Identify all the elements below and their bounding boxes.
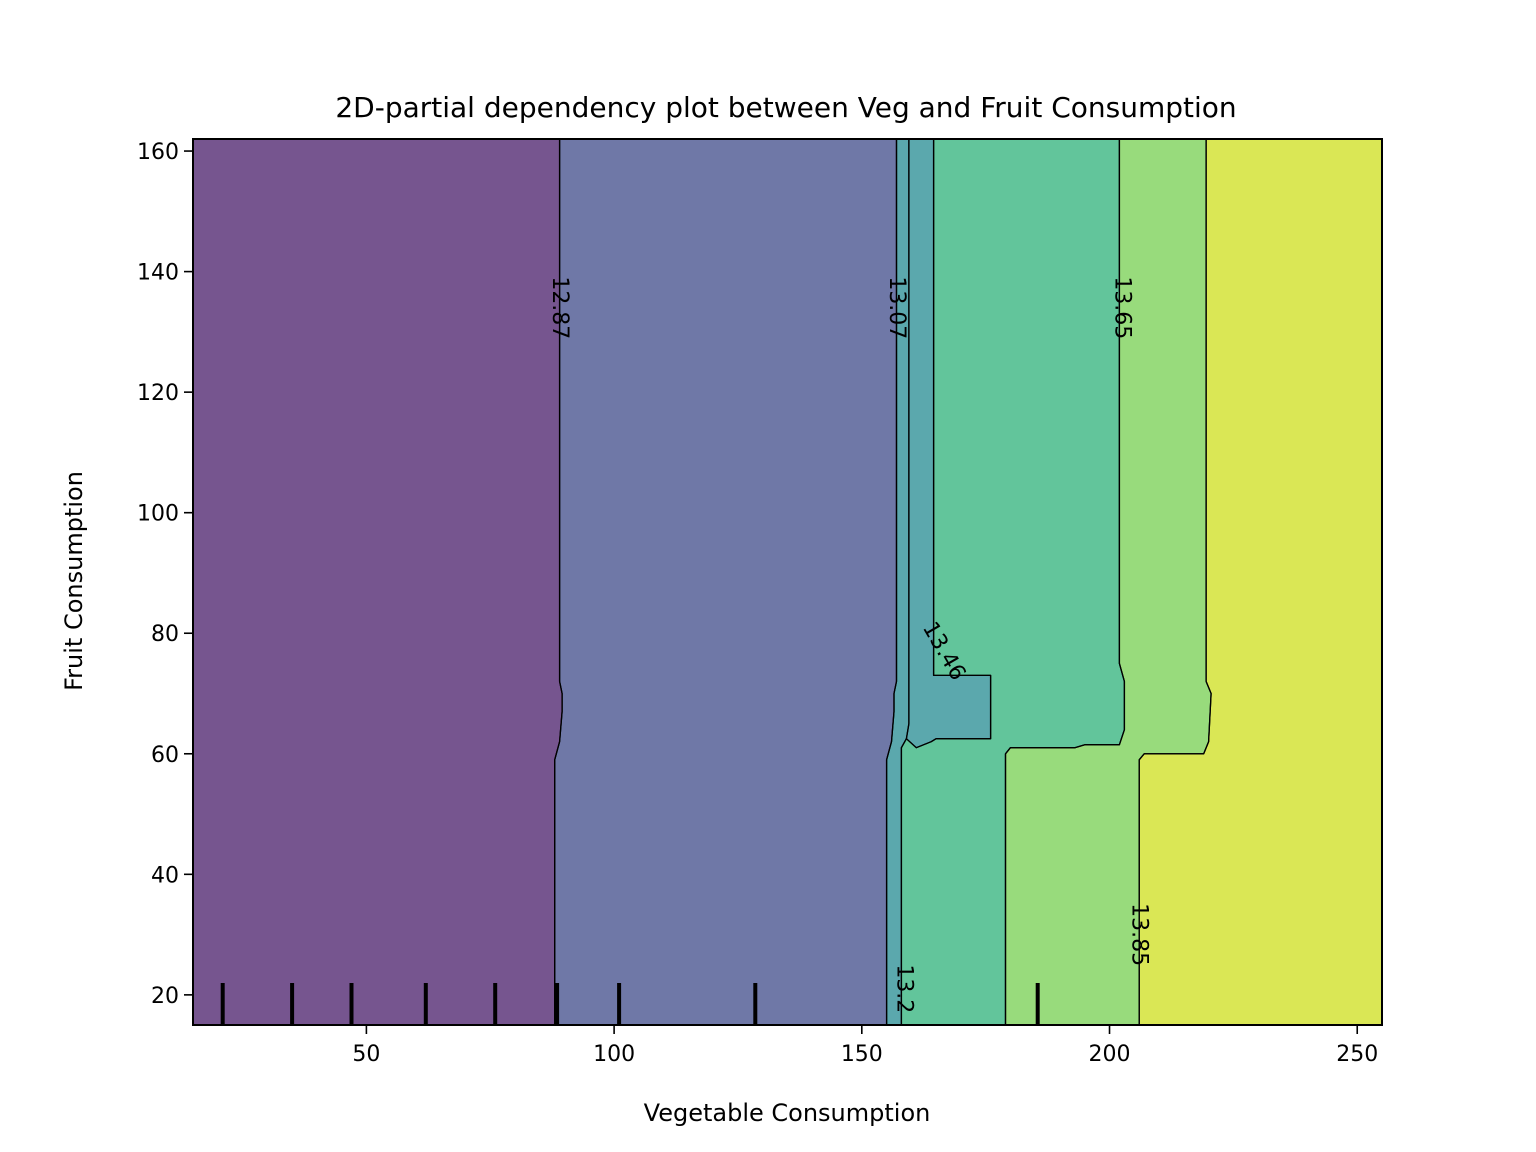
chart-title: 2D-partial dependency plot between Veg a… — [335, 91, 1236, 124]
contour-label-4: 13.2 — [891, 964, 916, 1013]
contour-label-5: 13.85 — [1127, 903, 1152, 966]
y-tick-label-140: 140 — [137, 261, 179, 286]
contour-region-0 — [192, 138, 563, 1026]
x-tick-label-200: 200 — [1089, 1042, 1131, 1067]
rug-ticks — [220, 983, 1040, 1025]
y-tick-label-80: 80 — [151, 622, 179, 647]
y-tick-label-40: 40 — [151, 863, 179, 888]
y-tick-label-60: 60 — [151, 743, 179, 768]
x-tick-label-100: 100 — [593, 1042, 635, 1067]
x-tick-label-150: 150 — [841, 1042, 883, 1067]
x-axis-ticks: 50 100 150 200 250 — [352, 1025, 1378, 1067]
contour-label-0: 12.87 — [547, 276, 572, 339]
contour-label-text: 13.85 — [1127, 903, 1152, 966]
x-tick-label-50: 50 — [352, 1042, 380, 1067]
contour-label-2: 13.65 — [1109, 276, 1134, 339]
contour-fill-regions — [192, 138, 1383, 1026]
x-tick-label-250: 250 — [1336, 1042, 1378, 1067]
contour-region-1 — [554, 138, 897, 1026]
y-axis-ticks: 20 40 60 80 100 120 140 160 — [137, 140, 193, 1009]
contour-label-text: 12.87 — [547, 276, 572, 339]
x-axis-label: Vegetable Consumption — [644, 1099, 931, 1127]
plot-frame — [192, 138, 1383, 1026]
contour-label-1: 13.07 — [884, 276, 909, 339]
y-axis-label: Fruit Consumption — [60, 471, 88, 691]
y-tick-label-160: 160 — [137, 140, 179, 165]
y-tick-label-100: 100 — [137, 502, 179, 527]
contour-label-text: 13.07 — [884, 276, 909, 339]
contour-label-text: 13.2 — [891, 964, 916, 1013]
contour-label-text: 13.65 — [1109, 276, 1134, 339]
y-tick-label-20: 20 — [151, 984, 179, 1009]
y-tick-label-120: 120 — [137, 381, 179, 406]
